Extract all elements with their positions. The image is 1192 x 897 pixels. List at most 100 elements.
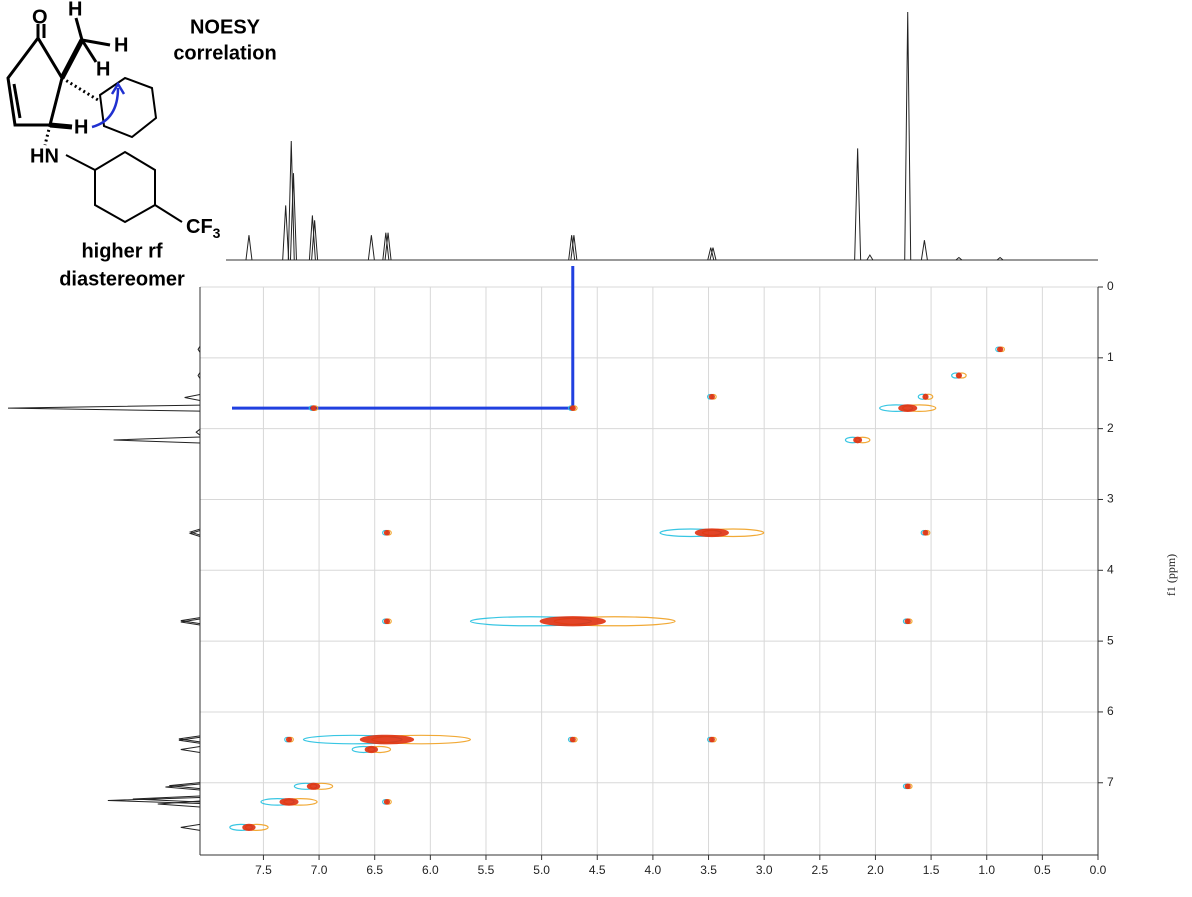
- y-tick-label: 3: [1107, 492, 1114, 506]
- f1-peak: [188, 528, 201, 536]
- caption: diastereomer: [59, 268, 185, 290]
- x-tick-label: 5.5: [478, 863, 495, 877]
- cross-peak: [898, 404, 918, 412]
- f1-peak: [180, 823, 201, 831]
- f2-peak: [955, 256, 963, 261]
- y-axis-label: f1 (ppm): [1164, 554, 1178, 596]
- h-bond: [80, 39, 98, 63]
- atom-label: HN: [30, 145, 59, 167]
- f2-peak: [287, 140, 295, 261]
- f2-peak: [866, 254, 874, 261]
- f1-peak: [180, 617, 201, 625]
- caption: correlation: [173, 42, 276, 64]
- f2-peak: [570, 235, 578, 261]
- f1-peak: [178, 736, 201, 744]
- h-bond: [74, 17, 84, 41]
- cross-peak: [383, 799, 391, 805]
- atom-label: O: [32, 6, 48, 28]
- f2-peak: [996, 256, 1004, 261]
- f2-peak: [709, 247, 717, 261]
- x-tick-label: 1.0: [978, 863, 995, 877]
- y-tick-label: 0: [1107, 279, 1114, 293]
- x-tick-label: 1.5: [923, 863, 940, 877]
- f1-peak: [197, 372, 201, 379]
- x-tick-label: 0.5: [1034, 863, 1051, 877]
- noe-arrow-head: [110, 81, 126, 95]
- atom-label: CF: [186, 216, 213, 238]
- ring-bond: [6, 35, 64, 127]
- cross-peak: [383, 529, 391, 536]
- x-tick-label: 7.0: [311, 863, 328, 877]
- atom-subscript: 3: [213, 225, 221, 241]
- cf3-bond: [154, 204, 183, 223]
- atom-label: H: [74, 116, 88, 138]
- f2-peak: [854, 148, 862, 261]
- f1-peak: [188, 529, 201, 537]
- f2-peak: [282, 205, 290, 261]
- x-tick-label: 2.5: [811, 863, 828, 877]
- f1-peak: [169, 782, 201, 790]
- f1-peak: [107, 796, 201, 804]
- x-tick-label: 0.0: [1090, 863, 1107, 877]
- cross-peak: [922, 393, 929, 400]
- x-tick-label: 6.5: [366, 863, 383, 877]
- x-tick-label: 3.0: [756, 863, 773, 877]
- f1-peak: [195, 428, 201, 436]
- x-tick-label: 3.5: [700, 863, 717, 877]
- caption: higher rf: [81, 240, 162, 262]
- cross-peak: [279, 798, 299, 806]
- f2-peak: [311, 220, 319, 261]
- cross-peak: [383, 618, 391, 625]
- f2-peak: [382, 232, 390, 261]
- y-tick-label: 1: [1107, 350, 1114, 364]
- cross-peak: [853, 436, 863, 444]
- hashed-bond: [61, 76, 99, 102]
- f1-peak: [7, 404, 201, 412]
- cross-peak: [904, 783, 911, 790]
- y-tick-label: 7: [1107, 775, 1114, 789]
- cross-peak: [242, 823, 256, 831]
- f1-peak: [184, 393, 201, 401]
- h-bond: [49, 122, 73, 130]
- f2-peak: [920, 240, 928, 261]
- x-tick-label: 4.5: [589, 863, 606, 877]
- f2-peak: [568, 235, 576, 261]
- y-tick-label: 4: [1107, 562, 1114, 576]
- f2-peak: [245, 235, 253, 261]
- cross-peak: [694, 528, 729, 538]
- f1-peak: [180, 745, 201, 753]
- hashed-bond: [43, 124, 52, 146]
- y-tick-label: 2: [1107, 421, 1114, 435]
- h-bond: [81, 38, 111, 47]
- x-tick-label: 5.0: [533, 863, 550, 877]
- f2-peak: [367, 235, 375, 261]
- atom-label: H: [114, 34, 128, 56]
- atom-label: H: [68, 0, 82, 20]
- noe-arrow: [91, 87, 120, 129]
- cross-peak: [708, 736, 715, 743]
- double-bond: [12, 83, 22, 119]
- f2-peak: [384, 232, 392, 261]
- cross-peak: [708, 393, 715, 400]
- f1-peak: [165, 783, 201, 791]
- aryl-ring: [65, 150, 156, 224]
- f1-peak: [157, 800, 201, 808]
- cross-peak: [285, 736, 293, 743]
- cross-peak: [922, 529, 929, 536]
- cross-peak: [310, 405, 317, 411]
- f1-peak: [132, 795, 201, 803]
- caption: NOESY: [190, 16, 261, 38]
- cross-peak: [569, 736, 576, 743]
- cross-peak: [955, 372, 963, 379]
- cross-peak: [904, 618, 911, 625]
- molecule-structure: O H H H H HN CF3 NOESY correlation highe…: [6, 0, 277, 290]
- phenyl-ring: [98, 76, 158, 139]
- f1-peak: [113, 436, 201, 444]
- cross-peak: [539, 616, 606, 627]
- f2-peak: [289, 173, 297, 261]
- x-tick-label: 7.5: [255, 863, 272, 877]
- atom-label: CF3: [186, 216, 221, 240]
- f1-peak: [180, 618, 201, 626]
- f2-peak: [904, 11, 912, 261]
